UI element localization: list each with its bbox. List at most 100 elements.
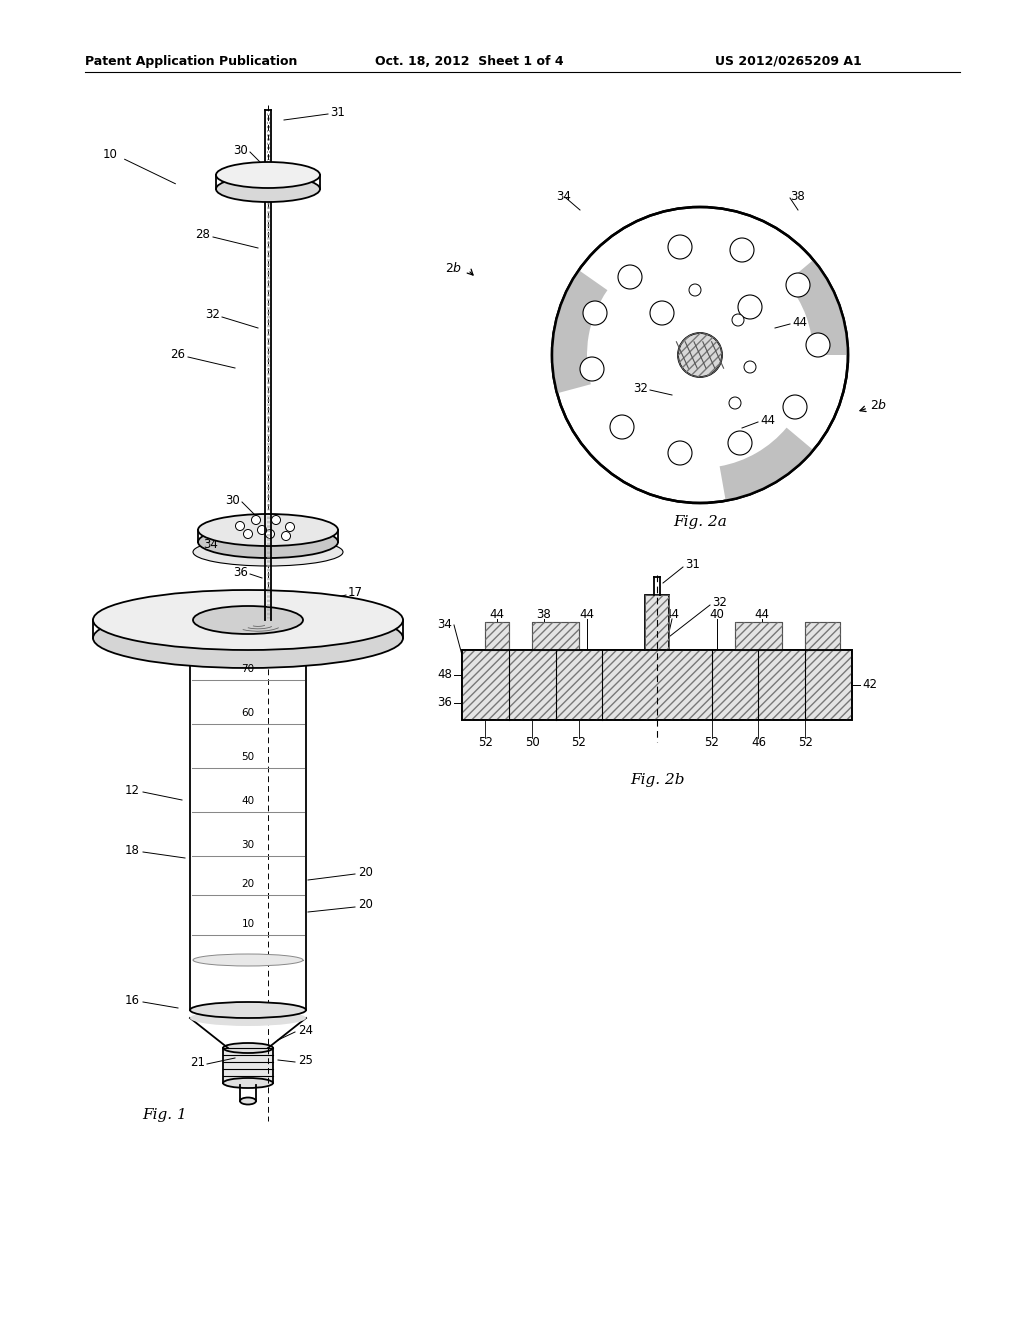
Bar [735, 622, 781, 649]
Text: US 2012/0265209 A1: US 2012/0265209 A1 [715, 55, 862, 69]
Bar [223, 1048, 273, 1082]
Text: 22: 22 [173, 594, 188, 606]
Ellipse shape [193, 606, 303, 634]
Circle shape [282, 532, 291, 540]
Circle shape [271, 516, 281, 524]
Text: 31: 31 [330, 106, 345, 119]
Bar [485, 622, 509, 649]
Circle shape [286, 523, 295, 532]
Text: Fig. 2b: Fig. 2b [630, 774, 684, 787]
Circle shape [678, 333, 722, 378]
Text: 36: 36 [233, 565, 248, 578]
Ellipse shape [216, 176, 319, 202]
Text: 48: 48 [437, 668, 452, 681]
Ellipse shape [190, 631, 306, 645]
Circle shape [786, 273, 810, 297]
Text: 20: 20 [358, 866, 373, 879]
Text: 32: 32 [633, 381, 648, 395]
Text: 16: 16 [125, 994, 140, 1006]
Circle shape [668, 235, 692, 259]
Text: 44: 44 [755, 609, 769, 622]
Text: 20: 20 [358, 899, 373, 912]
Text: Oct. 18, 2012  Sheet 1 of 4: Oct. 18, 2012 Sheet 1 of 4 [375, 55, 563, 69]
Ellipse shape [93, 609, 403, 668]
Text: 52: 52 [478, 735, 493, 748]
Text: 21: 21 [190, 1056, 205, 1068]
Text: 17: 17 [348, 586, 362, 599]
Wedge shape [552, 260, 609, 405]
Wedge shape [552, 271, 607, 393]
Text: Fig. 2a: Fig. 2a [673, 515, 727, 529]
Text: 25: 25 [298, 1053, 313, 1067]
Wedge shape [802, 281, 848, 405]
Bar [532, 622, 579, 649]
Ellipse shape [93, 590, 403, 649]
Text: $\it{2b}$: $\it{2b}$ [444, 261, 462, 275]
Text: 40: 40 [710, 609, 724, 622]
Text: 10: 10 [103, 149, 118, 161]
Text: 44: 44 [489, 609, 505, 622]
Text: 38: 38 [537, 609, 551, 622]
Text: 44: 44 [580, 609, 595, 622]
Text: 38: 38 [790, 190, 805, 202]
Text: 46: 46 [751, 735, 766, 748]
Text: 34: 34 [556, 190, 570, 202]
Bar [532, 622, 579, 649]
Text: 60: 60 [242, 708, 255, 718]
Ellipse shape [223, 1043, 273, 1053]
Ellipse shape [193, 539, 343, 566]
Text: $\it{2b}$: $\it{2b}$ [870, 399, 888, 412]
Bar [485, 622, 509, 649]
Text: 42: 42 [862, 678, 877, 692]
Text: 31: 31 [685, 558, 699, 572]
Text: 30: 30 [242, 840, 255, 850]
Text: 24: 24 [298, 1023, 313, 1036]
Wedge shape [700, 445, 795, 503]
Ellipse shape [198, 513, 338, 546]
Wedge shape [720, 428, 813, 500]
Circle shape [236, 521, 245, 531]
Text: 10: 10 [242, 919, 255, 929]
Bar [735, 622, 781, 649]
Circle shape [580, 356, 604, 381]
Text: 20: 20 [242, 879, 255, 888]
Ellipse shape [216, 162, 319, 187]
Bar [645, 595, 669, 649]
Text: 34: 34 [437, 619, 452, 631]
Bar [805, 622, 841, 649]
Circle shape [610, 414, 634, 440]
Circle shape [806, 333, 830, 356]
Text: 70: 70 [242, 664, 255, 675]
Circle shape [730, 238, 754, 261]
Ellipse shape [190, 1010, 306, 1026]
Text: 52: 52 [705, 735, 719, 748]
Circle shape [744, 360, 756, 374]
Text: 50: 50 [525, 735, 540, 748]
Bar [462, 649, 852, 719]
Ellipse shape [193, 954, 303, 966]
Text: 44: 44 [665, 609, 680, 622]
Text: 32: 32 [205, 309, 220, 322]
Text: 18: 18 [125, 843, 140, 857]
Circle shape [552, 207, 848, 503]
Wedge shape [786, 260, 848, 355]
Text: 30: 30 [225, 494, 240, 507]
Ellipse shape [198, 525, 338, 558]
Ellipse shape [223, 1078, 273, 1088]
Circle shape [689, 284, 701, 296]
Circle shape [738, 294, 762, 319]
Circle shape [583, 301, 607, 325]
Circle shape [668, 441, 692, 465]
Text: 50: 50 [242, 752, 255, 762]
Ellipse shape [190, 1002, 306, 1018]
Text: 36: 36 [437, 696, 452, 709]
Text: 52: 52 [571, 735, 587, 748]
Text: 28: 28 [196, 228, 210, 242]
Text: 52: 52 [798, 735, 813, 748]
Bar [645, 595, 669, 649]
Circle shape [252, 516, 260, 524]
Text: 44: 44 [760, 413, 775, 426]
Circle shape [650, 301, 674, 325]
Circle shape [257, 525, 266, 535]
Text: Fig. 1: Fig. 1 [142, 1107, 186, 1122]
